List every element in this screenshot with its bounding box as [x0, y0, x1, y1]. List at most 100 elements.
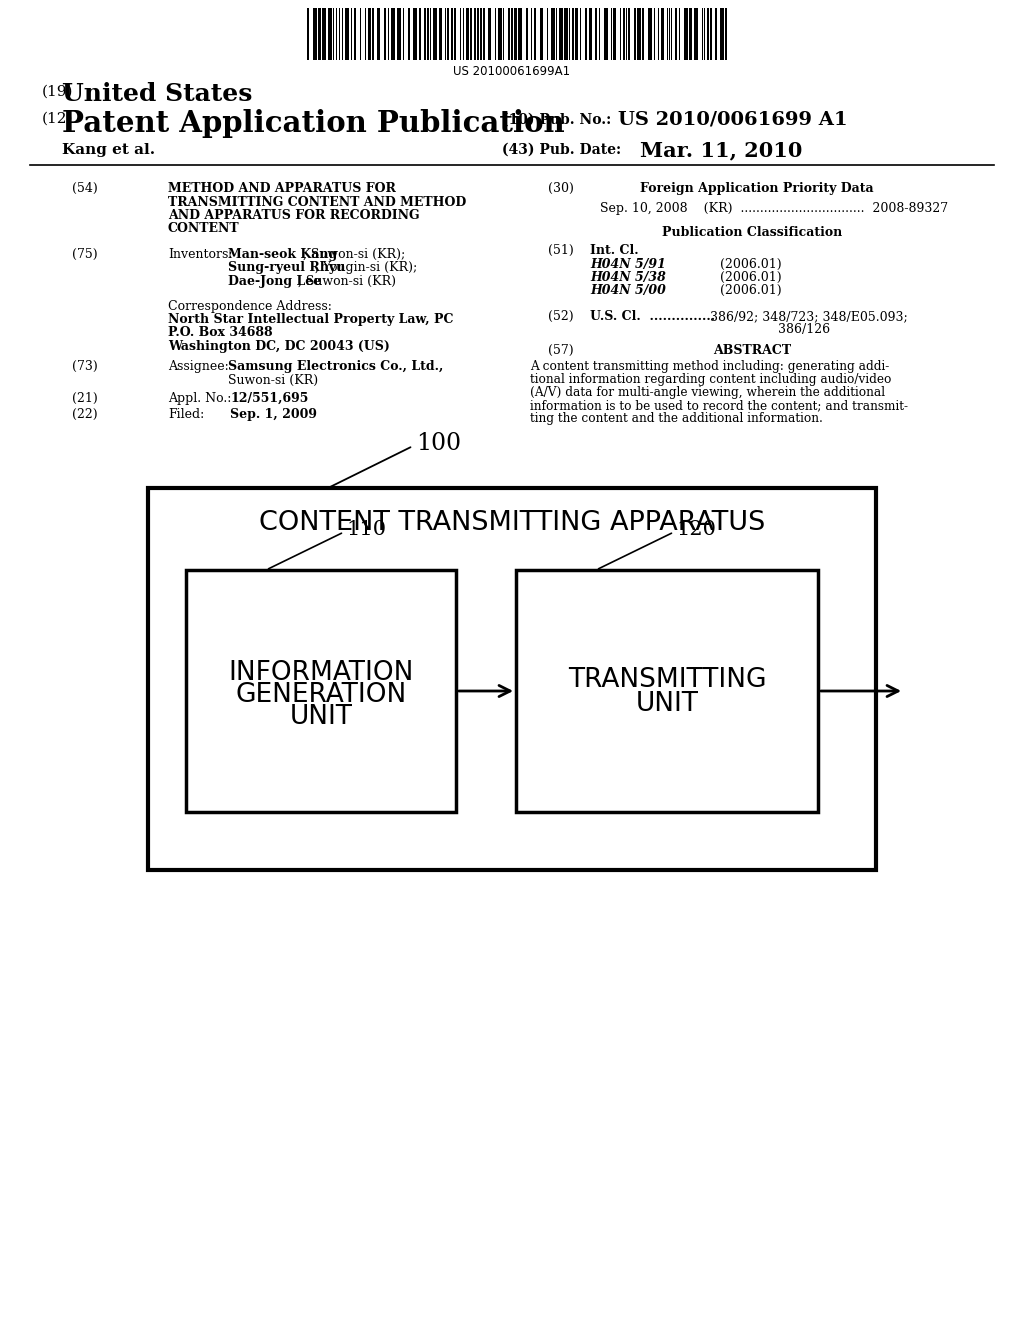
Bar	[377, 8, 380, 59]
Bar	[397, 8, 401, 59]
Bar	[307, 8, 309, 59]
Text: (A/V) data for multi-angle viewing, wherein the additional: (A/V) data for multi-angle viewing, wher…	[530, 385, 885, 399]
Bar	[470, 8, 472, 59]
Text: Samsung Electronics Co., Ltd.,: Samsung Electronics Co., Ltd.,	[228, 360, 443, 374]
Text: US 20100061699A1: US 20100061699A1	[454, 65, 570, 78]
Bar	[483, 8, 485, 59]
Bar	[710, 8, 712, 59]
Text: 100: 100	[416, 432, 461, 455]
Bar	[511, 8, 513, 59]
Text: (12): (12)	[42, 112, 74, 125]
Bar	[564, 8, 568, 59]
Bar	[720, 8, 724, 59]
Bar	[623, 8, 625, 59]
Bar	[637, 8, 641, 59]
Text: Sung-ryeul Rhyu: Sung-ryeul Rhyu	[228, 261, 345, 275]
Bar	[413, 8, 417, 59]
Bar	[466, 8, 469, 59]
Text: , Suwon-si (KR): , Suwon-si (KR)	[298, 275, 395, 288]
Bar	[689, 8, 692, 59]
Bar	[551, 8, 555, 59]
Bar	[684, 8, 688, 59]
Text: 120: 120	[676, 520, 716, 539]
Bar	[368, 8, 371, 59]
Text: (54): (54)	[72, 182, 97, 195]
Bar	[604, 8, 608, 59]
Bar	[514, 8, 517, 59]
Bar	[345, 8, 349, 59]
Text: 386/126: 386/126	[702, 323, 830, 337]
Text: ABSTRACT: ABSTRACT	[713, 345, 792, 356]
Text: 110: 110	[346, 520, 386, 539]
Bar	[451, 8, 453, 59]
Bar	[419, 8, 421, 59]
Bar	[534, 8, 536, 59]
Text: Appl. No.:: Appl. No.:	[168, 392, 231, 405]
Text: (2006.01): (2006.01)	[720, 257, 781, 271]
Text: METHOD AND APPARATUS FOR: METHOD AND APPARATUS FOR	[168, 182, 396, 195]
Bar	[318, 8, 321, 59]
Bar	[585, 8, 587, 59]
Text: Sep. 10, 2008    (KR)  ................................  2008-89327: Sep. 10, 2008 (KR) .....................…	[600, 202, 948, 215]
Text: (73): (73)	[72, 360, 97, 374]
Bar	[662, 8, 664, 59]
Text: Mar. 11, 2010: Mar. 11, 2010	[640, 140, 803, 160]
Bar	[572, 8, 574, 59]
Text: 386/92; 348/723; 348/E05.093;: 386/92; 348/723; 348/E05.093;	[702, 310, 907, 323]
Text: United States: United States	[62, 82, 252, 106]
Bar	[447, 8, 449, 59]
Text: , Yongin-si (KR);: , Yongin-si (KR);	[315, 261, 417, 275]
Text: Foreign Application Priority Data: Foreign Application Priority Data	[640, 182, 873, 195]
Text: A content transmitting method including: generating addi-: A content transmitting method including:…	[530, 360, 889, 374]
Text: H04N 5/00: H04N 5/00	[590, 284, 666, 297]
Bar	[508, 8, 510, 59]
Text: UNIT: UNIT	[636, 690, 698, 717]
Bar	[313, 8, 317, 59]
Bar	[526, 8, 528, 59]
Text: P.O. Box 34688: P.O. Box 34688	[168, 326, 272, 339]
Text: INFORMATION: INFORMATION	[228, 660, 414, 686]
Text: Assignee:: Assignee:	[168, 360, 228, 374]
Text: North Star Intellectual Property Law, PC: North Star Intellectual Property Law, PC	[168, 313, 454, 326]
Text: (2006.01): (2006.01)	[720, 284, 781, 297]
Bar	[424, 8, 426, 59]
Text: (75): (75)	[72, 248, 97, 261]
Text: Patent Application Publication: Patent Application Publication	[62, 110, 564, 139]
Text: Filed:: Filed:	[168, 408, 204, 421]
Bar	[433, 8, 437, 59]
Bar	[322, 8, 326, 59]
Text: AND APPARATUS FOR RECORDING: AND APPARATUS FOR RECORDING	[168, 209, 420, 222]
Bar	[477, 8, 479, 59]
Bar	[372, 8, 374, 59]
Text: (10) Pub. No.:: (10) Pub. No.:	[502, 114, 611, 127]
Text: (57): (57)	[548, 345, 573, 356]
Text: ting the content and the additional information.: ting the content and the additional info…	[530, 412, 823, 425]
Text: (22): (22)	[72, 408, 97, 421]
Text: (19): (19)	[42, 84, 74, 99]
Bar	[498, 8, 502, 59]
Text: TRANSMITTING: TRANSMITTING	[567, 667, 766, 693]
Bar	[589, 8, 592, 59]
Bar	[518, 8, 522, 59]
Text: Kang et al.: Kang et al.	[62, 143, 155, 157]
Text: CONTENT: CONTENT	[168, 223, 240, 235]
Text: Inventors:: Inventors:	[168, 248, 232, 261]
Text: (52): (52)	[548, 310, 573, 323]
Text: U.S. Cl.  ...............: U.S. Cl. ...............	[590, 310, 715, 323]
Bar	[634, 8, 636, 59]
Bar	[628, 8, 630, 59]
Text: (30): (30)	[548, 182, 573, 195]
Text: H04N 5/91: H04N 5/91	[590, 257, 666, 271]
Bar	[384, 8, 386, 59]
Bar	[540, 8, 543, 59]
Bar	[408, 8, 410, 59]
Text: Sep. 1, 2009: Sep. 1, 2009	[230, 408, 317, 421]
Bar	[454, 8, 456, 59]
Text: 12/551,695: 12/551,695	[230, 392, 308, 405]
FancyBboxPatch shape	[148, 488, 876, 870]
Bar	[725, 8, 727, 59]
Bar	[575, 8, 578, 59]
Bar	[595, 8, 597, 59]
Text: US 2010/0061699 A1: US 2010/0061699 A1	[618, 110, 848, 128]
Text: UNIT: UNIT	[290, 704, 352, 730]
